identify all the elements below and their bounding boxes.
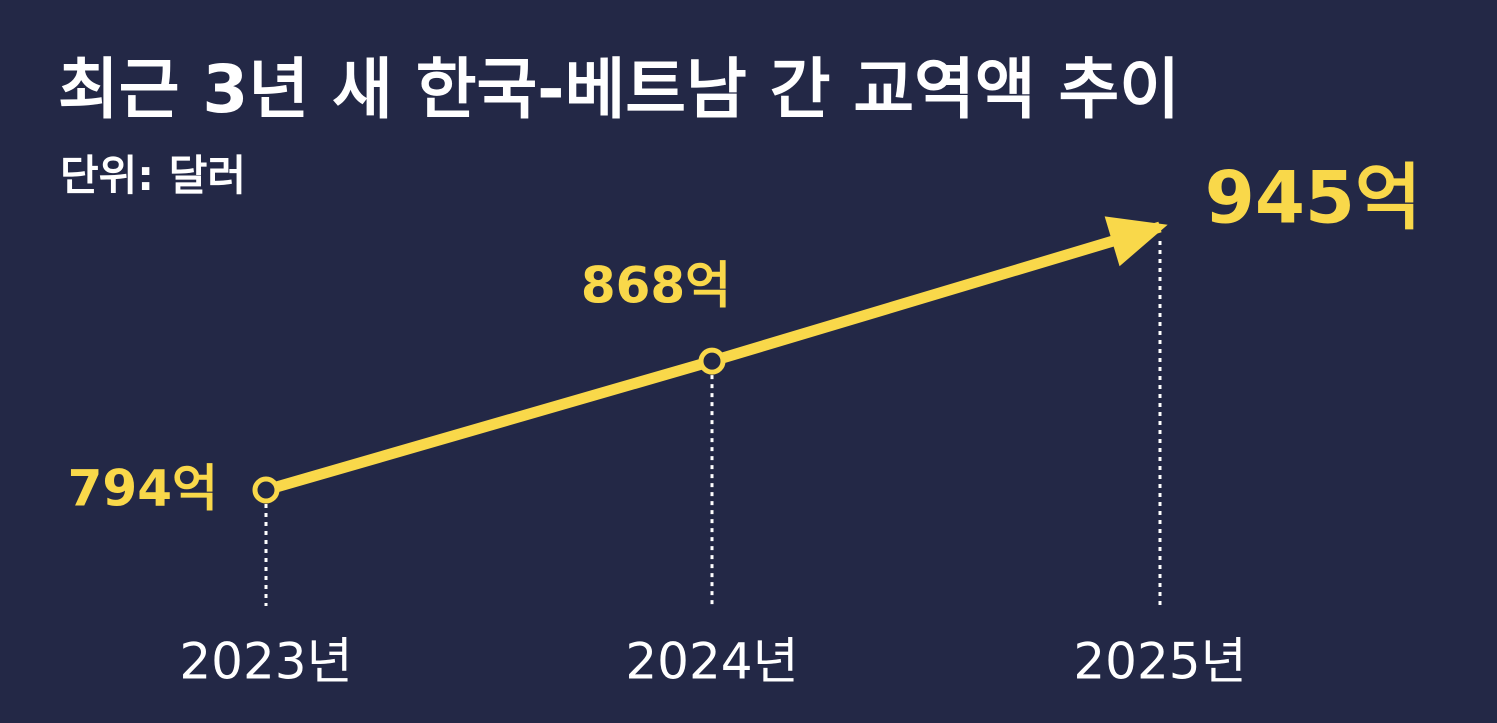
x-tick-label: 2023년	[179, 633, 352, 691]
point	[252, 476, 280, 504]
value-label: 868억	[581, 257, 731, 315]
value-label: 794억	[68, 460, 218, 518]
chart-title: 최근 3년 새 한국-베트남 간 교역액 추이	[58, 51, 1180, 128]
x-tick-label: 2024년	[625, 633, 798, 691]
point	[698, 347, 726, 375]
chart-subtitle: 단위: 달러	[60, 151, 246, 200]
arrowhead	[1104, 216, 1168, 267]
value-label: 945억	[1205, 156, 1422, 240]
x-tick-label: 2025년	[1073, 633, 1246, 691]
